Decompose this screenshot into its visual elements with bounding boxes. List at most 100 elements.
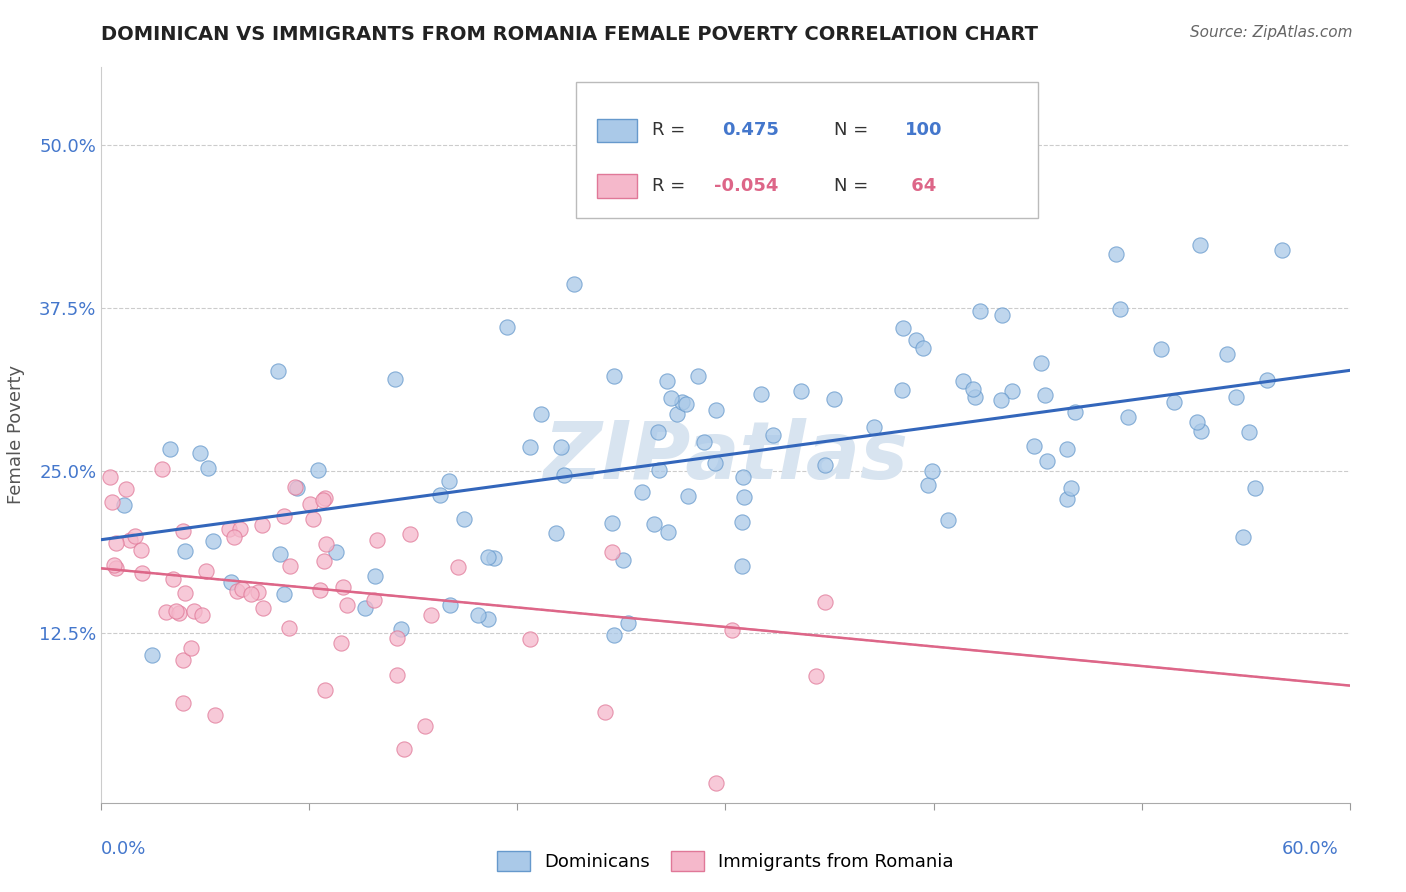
- FancyBboxPatch shape: [598, 174, 637, 197]
- Point: [364, 568, 387, 582]
- Point: [519, 632, 541, 646]
- Point: [1001, 384, 1024, 398]
- Point: [1036, 454, 1059, 468]
- Point: [239, 587, 262, 601]
- Point: [969, 303, 991, 318]
- Point: [617, 616, 640, 631]
- Point: [415, 718, 437, 732]
- Point: [325, 545, 347, 559]
- Point: [562, 277, 585, 292]
- Point: [131, 566, 153, 581]
- Point: [174, 544, 197, 558]
- Point: [813, 595, 835, 609]
- Point: [336, 598, 359, 612]
- FancyBboxPatch shape: [598, 119, 637, 142]
- Point: [354, 601, 377, 615]
- Point: [593, 705, 616, 719]
- Point: [603, 628, 626, 642]
- Point: [550, 440, 572, 454]
- Point: [231, 582, 253, 597]
- Point: [1189, 424, 1212, 438]
- FancyBboxPatch shape: [575, 81, 1038, 218]
- Point: [366, 533, 388, 547]
- Point: [1033, 388, 1056, 402]
- Point: [659, 391, 682, 405]
- Point: [530, 407, 553, 421]
- Point: [191, 607, 214, 622]
- Point: [298, 497, 321, 511]
- Point: [172, 524, 194, 538]
- Point: [1185, 415, 1208, 429]
- Point: [392, 741, 415, 756]
- Point: [762, 428, 785, 442]
- Point: [1215, 347, 1237, 361]
- Point: [911, 341, 934, 355]
- Point: [477, 549, 499, 564]
- Point: [467, 608, 489, 623]
- Point: [105, 535, 128, 549]
- Point: [519, 440, 541, 454]
- Point: [120, 533, 142, 547]
- Point: [384, 372, 406, 386]
- Point: [823, 392, 845, 406]
- Point: [385, 668, 408, 682]
- Point: [124, 529, 146, 543]
- Point: [1022, 439, 1045, 453]
- Point: [312, 493, 335, 508]
- Point: [447, 559, 470, 574]
- Point: [115, 482, 138, 496]
- Point: [675, 397, 697, 411]
- Point: [1244, 482, 1267, 496]
- Point: [385, 632, 408, 646]
- Point: [704, 776, 727, 790]
- Point: [962, 382, 984, 396]
- Point: [1150, 342, 1173, 356]
- Point: [225, 583, 247, 598]
- Text: R =: R =: [652, 177, 685, 194]
- Point: [155, 605, 177, 619]
- Point: [278, 558, 301, 573]
- Point: [195, 564, 218, 578]
- Point: [917, 477, 939, 491]
- Point: [183, 604, 205, 618]
- Point: [648, 463, 671, 477]
- Point: [790, 384, 813, 398]
- Point: [1271, 243, 1294, 257]
- Point: [890, 383, 912, 397]
- Point: [201, 534, 224, 549]
- Point: [174, 585, 197, 599]
- Point: [330, 636, 353, 650]
- Point: [749, 386, 772, 401]
- Point: [733, 491, 755, 505]
- Point: [269, 547, 291, 561]
- Point: [965, 390, 987, 404]
- Text: ZIPatlas: ZIPatlas: [543, 418, 908, 496]
- Point: [101, 495, 124, 509]
- Point: [429, 488, 451, 502]
- Point: [103, 558, 125, 573]
- Point: [693, 435, 716, 450]
- Point: [1105, 247, 1128, 261]
- Text: Source: ZipAtlas.com: Source: ZipAtlas.com: [1189, 25, 1353, 40]
- Point: [266, 364, 288, 378]
- Point: [252, 601, 274, 615]
- Point: [229, 522, 252, 536]
- Text: 100: 100: [905, 121, 943, 139]
- Point: [221, 575, 243, 590]
- Y-axis label: Female Poverty: Female Poverty: [7, 366, 25, 504]
- Point: [893, 320, 915, 334]
- Point: [495, 320, 517, 334]
- Point: [284, 480, 307, 494]
- Point: [936, 513, 959, 527]
- Point: [1056, 492, 1078, 507]
- Point: [1031, 356, 1053, 370]
- Point: [1189, 238, 1212, 252]
- Point: [1118, 409, 1140, 424]
- Point: [814, 458, 837, 473]
- Point: [1237, 425, 1260, 440]
- Point: [602, 544, 624, 558]
- Point: [197, 461, 219, 475]
- Point: [439, 475, 461, 489]
- Point: [1232, 530, 1254, 544]
- Text: 0.475: 0.475: [721, 121, 779, 139]
